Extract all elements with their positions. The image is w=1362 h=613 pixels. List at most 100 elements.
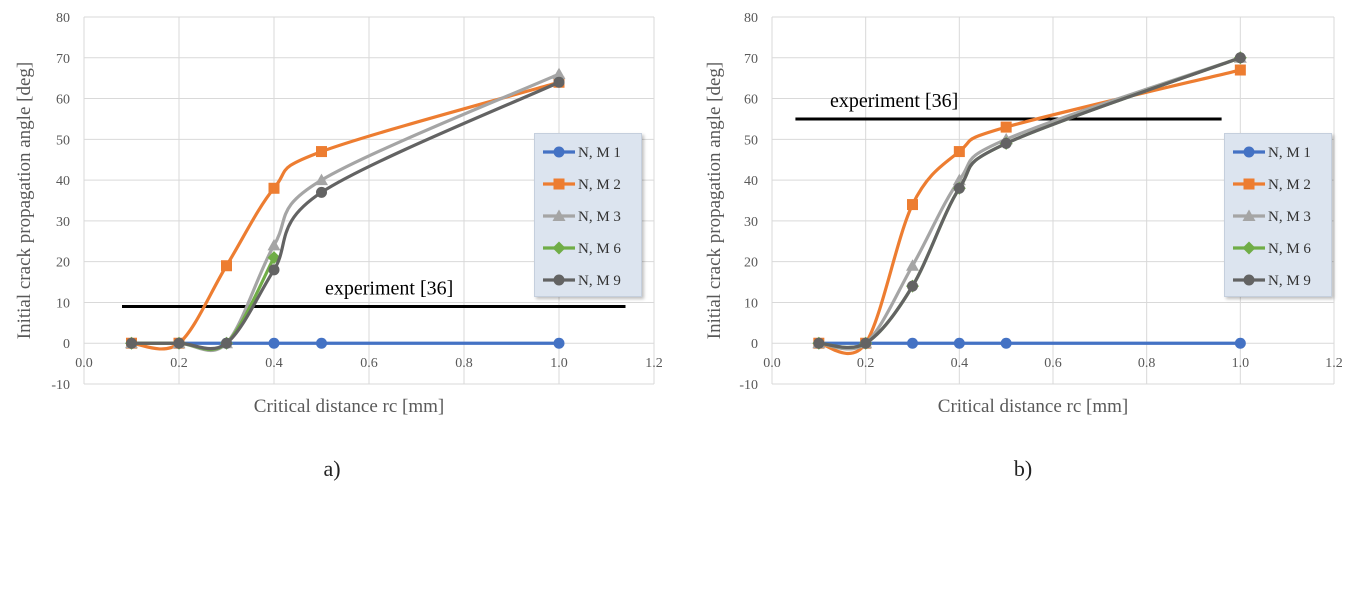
legend-swatch-marker (1243, 178, 1255, 190)
data-point (953, 337, 965, 349)
legend-item: N, M 9 (1233, 273, 1311, 289)
data-point (907, 337, 918, 349)
panel-label-a: a) (323, 456, 341, 481)
y-tick-label: 30 (56, 215, 70, 230)
legend-svg: N, M 1 N, M 2 N, M 3 N, M 6 N, M 9 (1233, 145, 1311, 289)
data-point (173, 337, 185, 349)
chart-panel-a: -10 0 10 20 30 40 50 60 70 80 0.0 0.2 0.4 0.6 0.8 1.0 1.… (0, 0, 681, 481)
legend-swatch-marker (553, 146, 565, 158)
legend-item: N, M 1 (543, 145, 621, 161)
data-point (126, 337, 137, 349)
y-axis-title: Initial crack propagation angle [deg] (704, 62, 725, 340)
data-point (268, 182, 280, 194)
y-tick-label: 40 (56, 174, 70, 189)
chart-b-svg: -10 0 10 20 30 40 50 60 70 80 0.0 0.2 0.4 0.6 0.8 1.0 1.… (704, 11, 1343, 417)
y-tick-label: 80 (56, 11, 70, 26)
series-line (129, 255, 276, 352)
series-5 (126, 76, 565, 351)
series-5 (813, 52, 1246, 350)
legend-b: N, M 1 N, M 2 N, M 3 N, M 6 N, M 9 (1224, 133, 1332, 297)
y-tick-label: 80 (744, 11, 758, 26)
y-tick-label: 70 (56, 52, 70, 67)
legend-swatch-marker (1242, 241, 1256, 255)
legend-label: N, M 1 (1268, 145, 1311, 161)
data-point (1000, 137, 1012, 149)
data-point (1000, 337, 1012, 349)
legend-label: N, M 6 (578, 241, 621, 257)
legend-label: N, M 9 (1268, 273, 1311, 289)
y-tick-label: 30 (744, 215, 758, 230)
y-tick-label: 10 (744, 296, 758, 311)
series-2 (126, 76, 565, 351)
y-tick-label: 70 (744, 52, 758, 67)
series-1 (813, 337, 1246, 349)
legend-label: N, M 2 (578, 177, 621, 193)
legend-swatch-marker (1243, 146, 1255, 158)
experiment-label: experiment [36] (830, 90, 958, 112)
legend-label: N, M 3 (1268, 209, 1311, 225)
experiment-label: experiment [36] (325, 278, 453, 300)
legend-a: N, M 1 N, M 2 N, M 3 N, M 6 N, M 9 (534, 133, 642, 297)
data-point (953, 182, 965, 194)
series-line (129, 72, 561, 352)
y-tick-label: 50 (56, 133, 70, 148)
gridlines (771, 16, 1335, 385)
x-tick-label: 1.2 (645, 356, 663, 371)
series-line (817, 68, 1242, 356)
gridlines (83, 16, 655, 385)
data-point (316, 337, 327, 349)
legend-label: N, M 1 (578, 145, 621, 161)
legend-label: N, M 3 (578, 209, 621, 225)
x-axis-title: Critical distance rc [mm] (254, 396, 444, 417)
data-point (316, 186, 327, 198)
legend-item: N, M 2 (543, 177, 621, 193)
x-tick-label: 0.8 (1138, 356, 1156, 371)
x-tick-label: 0.0 (75, 356, 93, 371)
data-point (552, 67, 566, 80)
data-point (267, 238, 281, 251)
legend-item: N, M 9 (543, 273, 621, 289)
data-point (221, 337, 232, 349)
series-3 (125, 67, 566, 352)
data-point (907, 280, 918, 292)
data-point (813, 337, 825, 349)
panel-label-b: b) (1013, 456, 1033, 481)
legend-item: N, M 6 (1233, 241, 1311, 257)
data-point (553, 76, 565, 88)
y-tick-label: 60 (744, 93, 758, 108)
data-point (907, 199, 918, 211)
data-point (553, 337, 565, 349)
y-tick-label: 20 (744, 256, 758, 271)
y-tick-label: 0 (751, 337, 758, 352)
data-point (1234, 52, 1246, 64)
legend-item: N, M 6 (543, 241, 621, 257)
series-line (129, 80, 561, 351)
data-point (906, 259, 919, 271)
data-point (315, 173, 328, 186)
x-tick-label: 1.2 (1325, 356, 1343, 371)
y-tick-label: 0 (63, 337, 70, 352)
x-tick-label: 0.6 (360, 356, 378, 371)
legend-swatch-marker (552, 241, 566, 255)
x-tick-label: 0.8 (455, 356, 473, 371)
x-tick-label: 0.4 (951, 356, 969, 371)
x-tick-label: 0.0 (763, 356, 781, 371)
y-axis-title: Initial crack propagation angle [deg] (14, 62, 35, 340)
x-tick-label: 0.2 (170, 356, 188, 371)
legend-label: N, M 2 (1268, 177, 1311, 193)
x-tick-label: 1.0 (1232, 356, 1250, 371)
legend-swatch-marker (1242, 209, 1256, 221)
legend-swatch-marker (553, 178, 565, 190)
x-axis-title: Critical distance rc [mm] (938, 396, 1128, 417)
y-tick-label: -10 (739, 378, 758, 393)
y-tick-label: 20 (56, 256, 70, 271)
x-tick-label: 0.6 (1044, 356, 1062, 371)
legend-label: N, M 9 (578, 273, 621, 289)
legend-swatch-marker (553, 274, 565, 286)
x-tick-label: 0.2 (857, 356, 875, 371)
data-point (221, 260, 232, 272)
chart-panel-b: -10 0 10 20 30 40 50 60 70 80 0.0 0.2 0.4 0.6 0.8 1.0 1.… (690, 0, 1362, 481)
data-point (1234, 337, 1246, 349)
y-tick-label: 10 (56, 296, 70, 311)
y-tick-label: -10 (51, 378, 70, 393)
